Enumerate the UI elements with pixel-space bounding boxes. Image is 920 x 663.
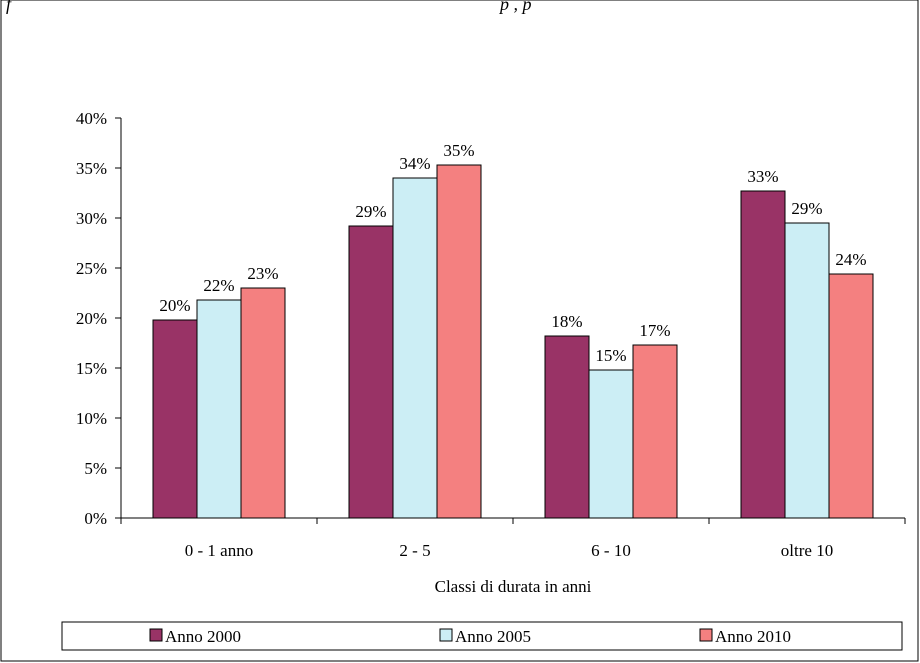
legend-label: Anno 2005	[455, 627, 531, 646]
legend-swatch	[439, 628, 453, 642]
bar-value-label: 29%	[791, 199, 822, 218]
bar-value-label: 35%	[443, 141, 474, 160]
bar	[784, 222, 830, 519]
bar-value-label: 24%	[835, 250, 866, 269]
bar	[392, 177, 438, 519]
chart-data-labels: 20% 22% 23% 29% 34% 35% 18% 15% 17% 33% 29% 24%	[159, 141, 866, 365]
bar-value-label: 34%	[399, 154, 430, 173]
legend-label: Anno 2000	[165, 627, 241, 646]
bar-value-label: 33%	[747, 167, 778, 186]
y-tick-label: 10%	[76, 409, 107, 428]
bar	[152, 319, 198, 519]
bar-value-label: 29%	[355, 202, 386, 221]
bar-value-label: 20%	[159, 296, 190, 315]
x-axis-title: Classi di durata in anni	[435, 577, 592, 596]
legend-swatch	[149, 628, 163, 642]
bar	[588, 369, 634, 519]
y-tick-label: 5%	[84, 459, 107, 478]
y-tick-label: 25%	[76, 259, 107, 278]
bar	[436, 164, 482, 519]
caption-fragment-right: p , p	[498, 0, 532, 14]
caption-fragment-left: f	[6, 0, 14, 14]
legend-swatch	[699, 628, 713, 642]
bar-value-label: 22%	[203, 276, 234, 295]
bar	[632, 344, 678, 519]
bar	[348, 225, 394, 519]
legend-box	[61, 621, 903, 651]
y-tick-label: 15%	[76, 359, 107, 378]
bar	[740, 190, 786, 519]
x-category-label: 0 - 1 anno	[185, 541, 253, 560]
bar-value-label: 23%	[247, 264, 278, 283]
y-tick-label: 40%	[76, 109, 107, 128]
bar	[828, 273, 874, 519]
y-tick-label: 0%	[84, 509, 107, 528]
y-tick-label: 35%	[76, 159, 107, 178]
y-tick-label: 30%	[76, 209, 107, 228]
x-category-label: 2 - 5	[399, 541, 430, 560]
bar	[544, 335, 590, 519]
chart-legend: Anno 2000 Anno 2005 Anno 2010	[61, 621, 903, 651]
chart-bars	[152, 164, 874, 519]
bar-value-label: 15%	[595, 346, 626, 365]
bar	[240, 287, 286, 519]
x-category-label: 6 - 10	[591, 541, 631, 560]
bar-value-label: 18%	[551, 312, 582, 331]
x-category-label: oltre 10	[781, 541, 833, 560]
bar	[196, 299, 242, 519]
chart-axes: 0% 5% 10% 15% 20% 25% 30% 35% 40% 0 - 1 anno 2 - 5…	[76, 109, 906, 560]
bar-value-label: 17%	[639, 321, 670, 340]
y-tick-label: 20%	[76, 309, 107, 328]
legend-label: Anno 2010	[715, 627, 791, 646]
